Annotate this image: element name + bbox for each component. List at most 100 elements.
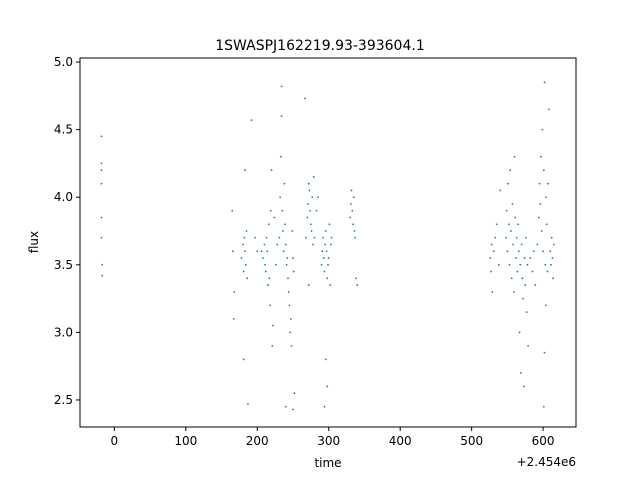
data-point — [520, 243, 523, 246]
y-axis-ticks: 2.5 3.0 3.5 4.0 4.5 5.0 — [54, 55, 80, 407]
x-tick-label: 600 — [532, 434, 555, 448]
data-point — [545, 223, 548, 226]
data-point — [231, 209, 234, 212]
data-point — [532, 250, 535, 253]
data-point — [541, 128, 544, 131]
data-point — [272, 324, 274, 327]
data-point — [324, 243, 327, 246]
data-point — [353, 230, 356, 232]
data-point — [242, 270, 245, 273]
data-point — [512, 243, 515, 246]
data-point — [287, 277, 289, 280]
data-point — [544, 263, 547, 266]
data-point — [267, 223, 270, 226]
data-point — [547, 182, 550, 185]
data-point — [304, 236, 307, 239]
data-point — [545, 304, 547, 307]
data-point — [322, 236, 324, 239]
data-point — [529, 257, 532, 259]
data-point — [100, 169, 103, 172]
data-point — [100, 135, 103, 138]
data-point — [289, 331, 292, 334]
data-point — [273, 216, 276, 219]
data-point — [514, 216, 517, 219]
y-tick-label: 5.0 — [54, 55, 73, 69]
data-point — [269, 209, 272, 212]
data-point — [543, 351, 546, 354]
data-point — [526, 263, 529, 266]
data-point — [307, 203, 309, 205]
data-point — [489, 257, 492, 259]
data-point — [326, 385, 329, 388]
data-point — [292, 257, 294, 259]
data-point — [545, 196, 547, 199]
data-point — [286, 257, 289, 259]
data-point — [250, 119, 253, 122]
data-point — [520, 372, 522, 374]
data-point — [549, 250, 552, 253]
data-point — [491, 290, 494, 293]
chart-title: 1SWASPJ162219.93-393604.1 — [215, 38, 424, 54]
data-point — [243, 236, 246, 239]
data-point — [552, 243, 555, 246]
data-point — [308, 189, 311, 192]
x-axis-label: time — [314, 456, 341, 470]
data-point — [289, 317, 292, 320]
data-point — [356, 284, 359, 286]
data-point — [506, 250, 509, 253]
data-point — [244, 250, 247, 253]
data-point — [519, 263, 522, 266]
data-point — [547, 108, 550, 111]
data-point — [497, 263, 500, 266]
data-point — [290, 345, 293, 347]
y-tick-label: 3.0 — [54, 325, 73, 339]
data-point — [293, 392, 296, 395]
data-point — [521, 277, 524, 280]
data-point — [354, 277, 357, 280]
x-axis-ticks: 0 100 200 300 400 500 600 — [110, 427, 555, 448]
data-point — [354, 236, 357, 239]
data-point — [263, 243, 266, 246]
y-axis-label: flux — [27, 231, 41, 253]
data-point — [329, 284, 332, 286]
data-point — [260, 250, 263, 253]
data-point — [327, 257, 330, 259]
data-point — [323, 405, 326, 408]
data-point — [543, 81, 546, 84]
data-point — [100, 236, 103, 239]
data-point — [282, 250, 285, 253]
data-point — [292, 270, 295, 273]
data-point — [329, 243, 332, 246]
data-point — [525, 311, 528, 314]
data-point — [328, 223, 331, 226]
data-point — [537, 216, 540, 219]
data-point — [522, 385, 525, 388]
data-point — [288, 304, 291, 307]
data-point — [324, 230, 327, 232]
data-point — [327, 263, 329, 266]
plot-frame — [79, 57, 577, 428]
data-point — [550, 236, 553, 239]
data-point — [352, 196, 355, 199]
data-point — [100, 182, 103, 185]
data-point — [350, 189, 353, 192]
data-point — [349, 216, 352, 219]
data-point — [511, 203, 514, 205]
data-point — [510, 277, 513, 280]
data-point — [271, 345, 274, 347]
data-point — [279, 155, 282, 158]
y-tick-label: 2.5 — [54, 393, 73, 407]
data-point — [283, 182, 286, 185]
data-point — [542, 169, 545, 172]
x-tick-label: 100 — [174, 434, 197, 448]
data-point — [309, 223, 312, 226]
data-point — [284, 405, 287, 408]
data-point — [527, 345, 530, 347]
data-point — [525, 236, 527, 239]
data-point — [518, 331, 521, 334]
data-point — [278, 236, 281, 239]
data-point — [490, 243, 493, 246]
data-point — [321, 250, 324, 253]
data-point — [279, 196, 282, 199]
